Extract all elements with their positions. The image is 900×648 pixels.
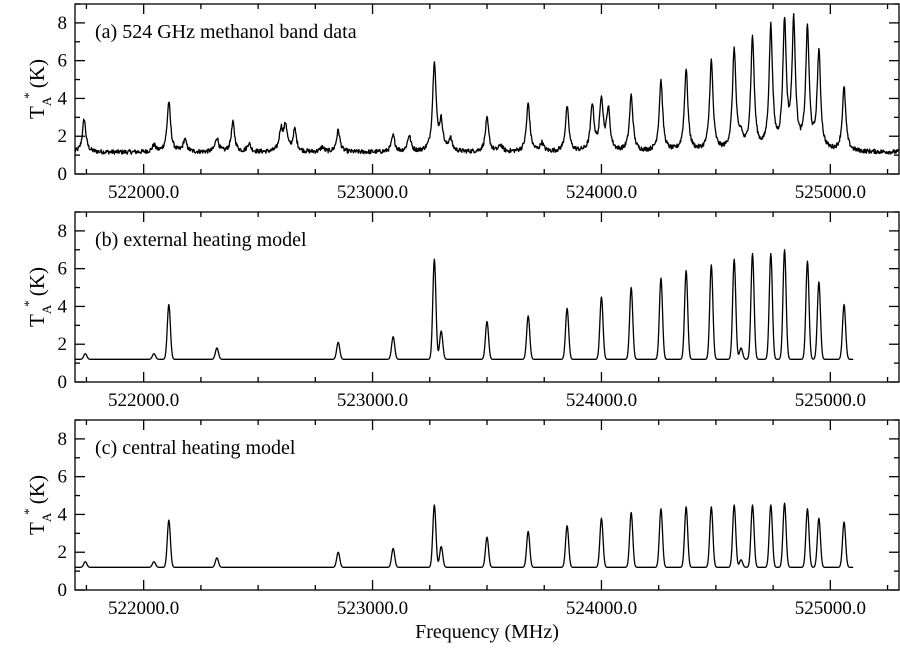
x-axis-label: Frequency (MHz) <box>415 621 559 643</box>
panel-c-x-tick-label: 522000.0 <box>108 598 179 619</box>
panel-b-ylabel: TA*(K) <box>21 267 54 327</box>
panel-a-y-tick-label: 0 <box>58 164 68 185</box>
panel-a-x-tick-label: 525000.0 <box>795 182 866 203</box>
panel-a-y-tick-label: 2 <box>58 126 68 147</box>
panel-a-x-tick-label: 522000.0 <box>108 182 179 203</box>
panel-a-spectrum-line <box>74 13 900 155</box>
panel-b-x-tick-label: 524000.0 <box>566 390 637 411</box>
panel-a: (a) 524 GHz methanol band data TA*(K) 52… <box>21 3 900 203</box>
panel-b-y-tick-label: 2 <box>58 334 68 355</box>
panel-b-title: (b) external heating model <box>95 229 307 251</box>
panel-b: (b) external heating model TA*(K) 522000… <box>21 211 900 411</box>
panel-a-ticks: 522000.0 523000.0 524000.0 525000.0 0 2 4 6 8 <box>58 3 899 203</box>
panel-c-spectrum-line <box>74 502 854 568</box>
panel-c-x-tick-label: 525000.0 <box>795 598 866 619</box>
panel-b-x-tick-label: 525000.0 <box>795 390 866 411</box>
panel-b-y-tick-label: 4 <box>58 296 68 317</box>
panel-a-x-tick-label: 523000.0 <box>337 182 408 203</box>
panel-c: (c) central heating model TA*(K) 522000.… <box>21 419 900 643</box>
panel-c-ylabel: TA*(K) <box>21 475 54 535</box>
panel-b-x-tick-label: 523000.0 <box>337 390 408 411</box>
panel-a-x-tick-label: 524000.0 <box>566 182 637 203</box>
panel-c-x-tick-label: 524000.0 <box>566 598 637 619</box>
panel-c-title: (c) central heating model <box>95 437 296 459</box>
panel-c-x-tick-label: 523000.0 <box>337 598 408 619</box>
panel-a-ylabel: TA*(K) <box>21 59 54 119</box>
panel-b-x-tick-label: 522000.0 <box>108 390 179 411</box>
panel-b-spectrum-line <box>74 249 854 360</box>
panel-c-ticks: 522000.0 523000.0 524000.0 525000.0 0 2 4 6 8 <box>58 419 899 619</box>
panel-a-y-tick-label: 8 <box>58 13 68 34</box>
panel-a-title: (a) 524 GHz methanol band data <box>95 21 357 43</box>
panel-c-y-tick-label: 6 <box>58 467 68 488</box>
panel-b-y-tick-label: 8 <box>58 221 68 242</box>
panel-a-y-tick-label: 6 <box>58 51 68 72</box>
panel-a-y-tick-label: 4 <box>58 88 68 109</box>
panel-b-ticks: 522000.0 523000.0 524000.0 525000.0 0 2 4 6 8 <box>58 211 899 411</box>
panel-c-y-tick-label: 2 <box>58 542 68 563</box>
panel-b-y-tick-label: 0 <box>58 372 68 393</box>
panel-b-y-tick-label: 6 <box>58 259 68 280</box>
panel-c-y-tick-label: 4 <box>58 504 68 525</box>
panel-c-y-tick-label: 8 <box>58 429 68 450</box>
panel-c-y-tick-label: 0 <box>58 580 68 601</box>
